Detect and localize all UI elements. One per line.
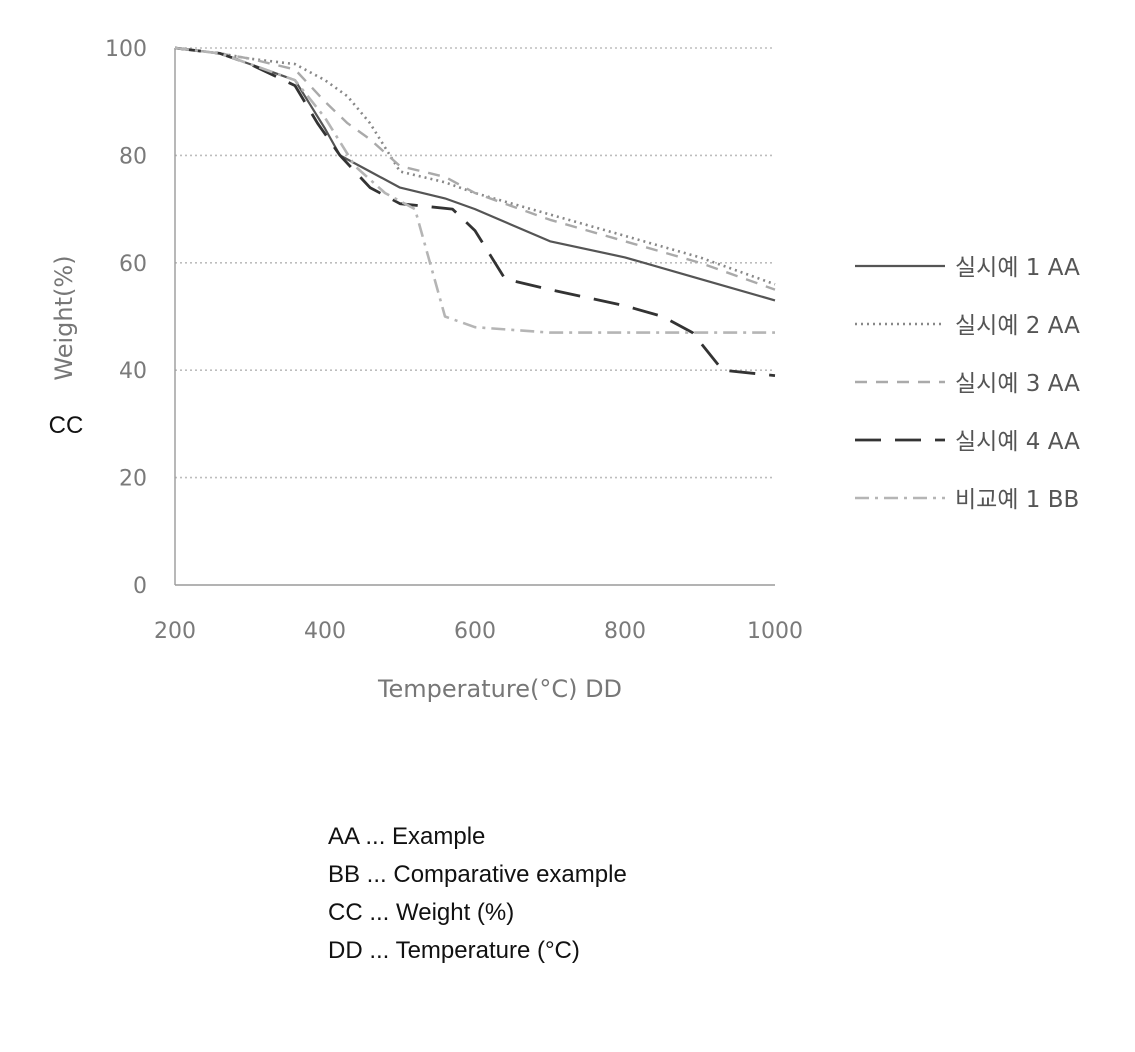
legend-label: 실시예 3 AA <box>955 371 1080 397</box>
x-tick-label: 800 <box>604 619 646 644</box>
series-line-2 <box>174 46 776 286</box>
legend: 실시예 1 AA 실시예 2 AA 실시예 3 AA 실시예 4 AA 비교예 1 BB <box>855 255 1080 513</box>
series-line-3 <box>174 46 776 291</box>
x-tick-label: 600 <box>454 619 496 644</box>
abbreviation-notes: AA ... Example BB ... Comparative exampl… <box>328 818 627 970</box>
grid <box>175 47 775 479</box>
note-cc: CC ... Weight (%) <box>328 899 515 926</box>
y-tick-label: 100 <box>105 37 147 62</box>
x-tick-label: 200 <box>154 619 196 644</box>
x-tick-label: 1000 <box>747 619 803 644</box>
series-line-4 <box>174 46 776 377</box>
y-tick-labels: 0 20 40 60 80 100 <box>105 37 147 599</box>
legend-label: 실시예 2 AA <box>955 313 1080 339</box>
x-axis-title: Temperature(°C) DD <box>377 675 622 703</box>
x-tick-labels: 200 400 600 800 1000 <box>154 619 803 644</box>
y-tick-label: 20 <box>119 467 147 492</box>
legend-label: 비교예 1 BB <box>955 487 1079 513</box>
y-tick-label: 40 <box>119 359 147 384</box>
y-tick-label: 0 <box>133 574 147 599</box>
x-tick-label: 400 <box>304 619 346 644</box>
y-tick-label: 80 <box>119 144 147 169</box>
series-lines <box>174 46 776 377</box>
series-line-5 <box>174 46 775 334</box>
axes <box>174 48 775 586</box>
note-aa: AA ... Example <box>328 823 486 850</box>
legend-label: 실시예 4 AA <box>955 429 1080 455</box>
y-axis-title: Weight(%) <box>50 255 78 380</box>
note-bb: BB ... Comparative example <box>328 861 627 888</box>
legend-label: 실시예 1 AA <box>955 255 1080 281</box>
y-tick-label: 60 <box>119 252 147 277</box>
note-dd: DD ... Temperature (°C) <box>328 937 580 964</box>
y-axis-code-label: CC <box>49 412 84 439</box>
